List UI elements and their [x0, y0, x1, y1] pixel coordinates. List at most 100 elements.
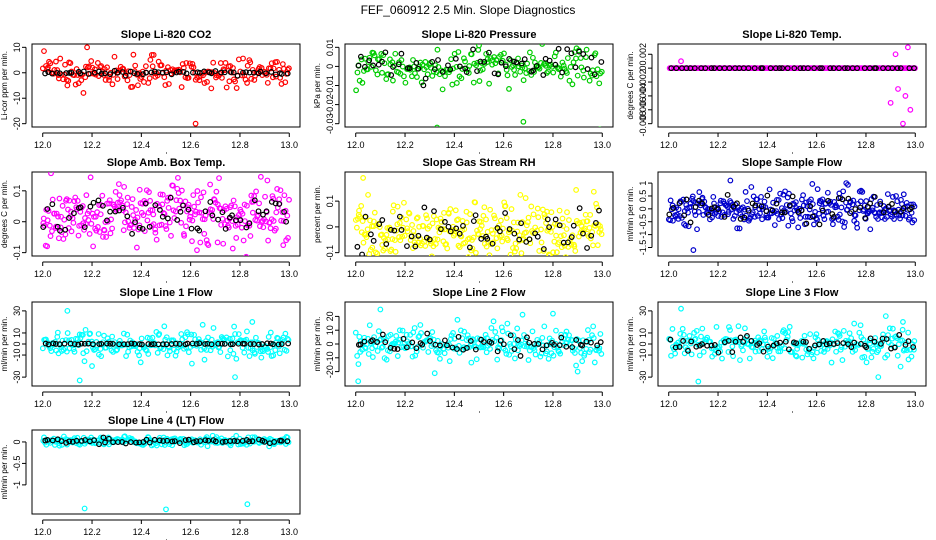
y-tick-label: -0.03 [325, 113, 335, 134]
data-point [434, 46, 441, 53]
data-point [730, 203, 737, 210]
data-point-outlier [244, 501, 251, 508]
data-point [135, 82, 141, 89]
data-point [156, 331, 163, 337]
data-point [882, 313, 889, 320]
data-point [178, 84, 185, 90]
data-point [567, 64, 574, 70]
data-point [148, 69, 155, 76]
data-point [429, 220, 436, 227]
data-point [207, 181, 214, 188]
data-point [375, 61, 382, 68]
data-point [460, 222, 466, 229]
panel-10: Slope Line 4 (LT) Flow 12.0 12.2 12.4 12.6 12… [0, 415, 301, 540]
data-point [540, 72, 547, 78]
data-point [118, 197, 125, 204]
data-point [170, 182, 176, 189]
data-point [238, 224, 245, 231]
data-point [136, 186, 143, 193]
data-point [361, 334, 368, 341]
data-point [699, 325, 706, 332]
data-point [383, 356, 390, 363]
data-point [233, 85, 240, 91]
data-point [272, 200, 279, 207]
data-point [869, 65, 876, 72]
data-point [569, 344, 576, 351]
data-point [561, 242, 568, 249]
data-point [75, 341, 82, 348]
data-point [197, 239, 204, 246]
data-point [906, 214, 913, 221]
data-point [163, 226, 170, 232]
data-point [399, 327, 406, 334]
data-point [672, 350, 679, 357]
data-point [251, 197, 258, 204]
data-point [508, 206, 515, 212]
data-point [389, 208, 396, 215]
data-point [222, 59, 229, 66]
data-point [274, 58, 280, 65]
data-point [246, 438, 253, 445]
data-point [284, 66, 291, 73]
data-point [590, 188, 597, 195]
data-point [494, 356, 501, 363]
data-point [182, 437, 189, 444]
data-point [880, 209, 887, 216]
data-point [379, 69, 385, 76]
data-point [824, 189, 831, 196]
data-point [66, 70, 73, 76]
y-tick-label: -10 [12, 349, 22, 362]
data-point [504, 72, 511, 79]
data-point [394, 353, 401, 359]
data-point [243, 253, 249, 256]
data-point [787, 65, 794, 72]
data-point [363, 234, 370, 241]
x-tick-label: 12.0 [347, 140, 365, 150]
data-point [222, 225, 229, 232]
panel-1: Slope Li-820 CO2 12.0 12.2 12.4 12.6 12.8 13.0… [0, 29, 301, 154]
data-point [164, 352, 171, 359]
data-point [740, 347, 746, 354]
data-point [439, 68, 446, 75]
data-point [83, 348, 90, 355]
data-point [154, 349, 161, 356]
data-point [189, 61, 196, 67]
data-point [52, 341, 59, 347]
data-point [763, 208, 770, 215]
data-point [265, 349, 271, 355]
data-point [861, 353, 868, 360]
data-point [396, 213, 403, 220]
data-point [785, 329, 792, 336]
data-point [109, 225, 116, 232]
data-point [229, 245, 236, 252]
data-point [911, 203, 918, 210]
y-tick-label: 10 [638, 328, 648, 338]
data-point [897, 363, 904, 370]
x-tick-label: 12.0 [34, 527, 52, 537]
data-point [202, 341, 208, 347]
data-point [797, 65, 804, 72]
x-tick-label: 12.0 [347, 399, 365, 409]
x-tick-label: 12.4 [446, 140, 464, 150]
x-tick-label: 12.4 [446, 399, 464, 409]
data-point [573, 187, 580, 193]
data-point [163, 334, 170, 341]
data-point [82, 74, 89, 81]
data-point [830, 65, 837, 72]
data-point [201, 216, 208, 223]
data-point [78, 340, 85, 347]
data-point [556, 65, 563, 72]
data-point [845, 195, 852, 202]
data-point [755, 334, 762, 341]
data-point [207, 199, 214, 205]
data-point [692, 204, 699, 210]
data-point [80, 68, 87, 75]
x-tick-label: 13.0 [281, 527, 299, 537]
data-point [46, 58, 52, 65]
data-point [899, 326, 906, 333]
plot-frame [344, 301, 614, 387]
data-point-outlier [81, 505, 88, 512]
data-point [129, 196, 136, 203]
data-point [682, 222, 689, 229]
data-point [90, 243, 97, 250]
